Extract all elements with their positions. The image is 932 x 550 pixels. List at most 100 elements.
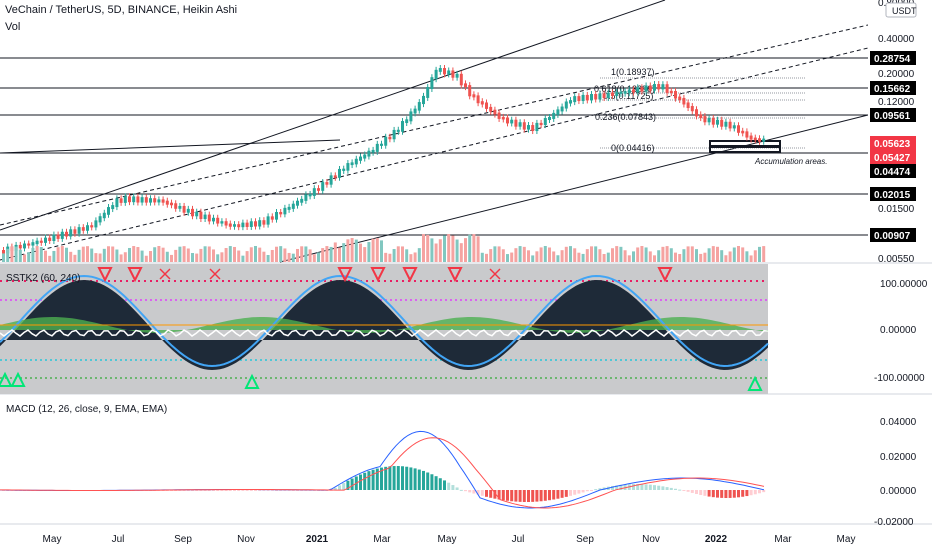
macd-histogram-bar — [275, 490, 278, 491]
volume-bar — [426, 234, 430, 262]
volume-bar — [317, 252, 320, 262]
candle — [119, 198, 123, 203]
candle — [258, 220, 262, 227]
candle — [598, 93, 602, 100]
time-axis-label: 2021 — [306, 534, 329, 545]
macd-histogram-bar — [371, 469, 375, 490]
candle — [720, 119, 724, 127]
candle — [619, 91, 623, 94]
volume-bar — [615, 246, 619, 262]
volume-bar — [212, 249, 215, 262]
time-axis[interactable]: May Jul Sep Nov 2021 Mar May Jul Sep Nov 2022 Mar Ma… — [43, 534, 856, 545]
candle — [149, 198, 152, 203]
macd-histogram-bar — [539, 490, 543, 502]
candlestick-series[interactable] — [2, 65, 766, 257]
volume-bar — [48, 255, 52, 262]
volume-bar — [27, 252, 31, 262]
macd-histogram-bar — [619, 484, 623, 490]
volume-bar — [207, 246, 211, 262]
fib-label: 0.236(0.07843) — [595, 112, 656, 122]
volume-bar — [480, 252, 484, 262]
volume-label: Vol — [5, 21, 21, 33]
sstk-pane[interactable] — [0, 264, 769, 394]
accumulation-box[interactable] — [709, 146, 781, 153]
candle — [590, 94, 593, 101]
macd-histogram-bar — [375, 468, 379, 490]
macd-histogram-bar — [434, 476, 438, 490]
sstk-signal-markers[interactable] — [0, 267, 763, 391]
candle — [632, 89, 635, 93]
macd-histogram-bar — [430, 474, 434, 490]
volume-bar — [287, 252, 291, 262]
macd-histogram-bar — [350, 478, 354, 490]
volume-bar — [539, 247, 543, 262]
candle — [552, 112, 556, 119]
macd-histogram-bar — [422, 470, 425, 490]
volume-bar — [724, 255, 728, 262]
candle — [102, 212, 106, 219]
symbol-title[interactable]: VeChain / TetherUS, 5D, BINANCE, Heikin … — [5, 4, 238, 16]
volume-bar — [375, 238, 379, 262]
macd-histogram-bar — [732, 490, 736, 498]
macd-histogram-bar — [577, 490, 581, 494]
volume-bar — [581, 253, 585, 262]
candle — [686, 102, 690, 109]
candle — [77, 227, 81, 234]
price-tag: 0.00907 — [870, 228, 916, 242]
macd-histogram-bar — [207, 490, 211, 491]
candle — [535, 122, 539, 132]
volume-bar — [254, 246, 257, 262]
macd-histogram-bar — [249, 490, 253, 491]
price-pane[interactable] — [0, 0, 868, 262]
volume-bar — [325, 246, 329, 262]
macd-histogram-bar — [611, 485, 614, 490]
macd-histogram-bar — [308, 490, 312, 491]
currency-button[interactable]: USDT — [885, 2, 917, 18]
volume-bar — [648, 251, 652, 262]
price-tick: 0.01500 — [878, 204, 915, 215]
volume-bar — [77, 249, 81, 262]
candle — [405, 119, 409, 124]
candle — [758, 138, 761, 142]
macd-histogram-bar — [686, 490, 690, 492]
candle — [392, 129, 396, 140]
macd-histogram-bar — [199, 490, 203, 491]
volume-bar — [564, 246, 568, 262]
volume-bar — [674, 252, 677, 262]
price-scale[interactable]: 0.80000 0.40000 0.20000 0.12000 0.01500 … — [868, 0, 932, 265]
macd-histogram-bar — [703, 490, 707, 496]
svg-text:0.05623: 0.05623 — [874, 139, 911, 150]
candle — [472, 94, 476, 98]
volume-bar — [6, 248, 10, 262]
volume-bar — [333, 242, 337, 262]
volume-series[interactable] — [2, 234, 766, 262]
svg-text:USDT: USDT — [892, 6, 917, 16]
macd-histogram-bar — [296, 490, 299, 491]
sell-signal-marker — [127, 267, 143, 283]
candle — [556, 109, 560, 115]
candle — [287, 206, 291, 210]
volume-bar — [430, 238, 434, 262]
candle — [531, 125, 535, 132]
volume-bar — [737, 246, 740, 262]
volume-bar — [157, 246, 161, 262]
candle — [476, 95, 480, 104]
macd-histogram-bar — [682, 490, 686, 491]
candle — [283, 207, 287, 215]
macd-histogram-bar — [279, 490, 283, 491]
volume-bar — [371, 238, 375, 262]
macd-histogram-bar — [178, 490, 182, 491]
candle — [304, 194, 308, 201]
volume-bar — [464, 238, 467, 262]
candle — [291, 203, 295, 209]
macd-pane[interactable] — [0, 430, 766, 509]
candle — [90, 225, 94, 228]
candle — [413, 108, 417, 114]
macd-histogram-bar — [644, 484, 648, 490]
candle — [123, 196, 127, 203]
volume-bar — [619, 246, 623, 262]
time-axis-label: Jul — [512, 534, 525, 545]
macd-histogram-bar — [711, 490, 715, 498]
volume-bar — [165, 251, 169, 262]
